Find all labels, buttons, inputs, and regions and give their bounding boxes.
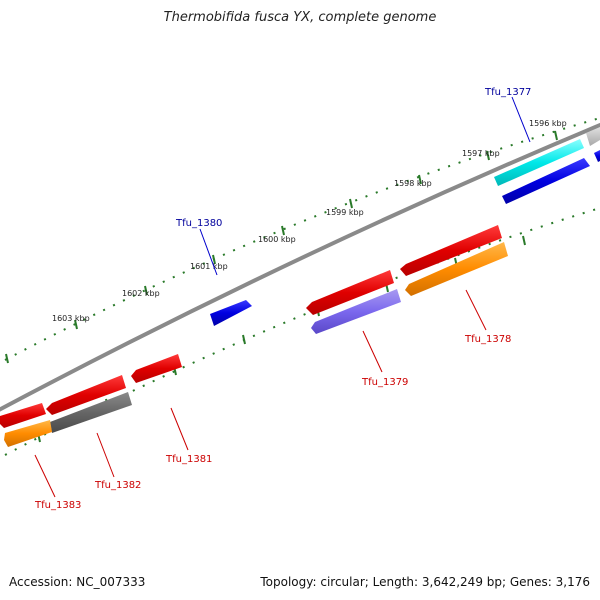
gene-feature-1381[interactable] xyxy=(131,354,182,383)
gene-label-tfu-1377[interactable]: Tfu_1377 xyxy=(484,87,531,98)
scale-label-1603: 1603 kbp xyxy=(52,314,90,323)
gene-feature-1380[interactable] xyxy=(210,300,252,326)
gene-feature-1383-orange[interactable] xyxy=(4,420,52,447)
scale-label-1596: 1596 kbp xyxy=(529,119,567,128)
scale-label-1601: 1601 kbp xyxy=(190,262,228,271)
genome-backbone xyxy=(0,122,600,412)
gene-feature-1383-red[interactable] xyxy=(0,403,46,428)
gene-feature-1377-blue[interactable] xyxy=(502,158,590,204)
gene-feature-1378-orange[interactable] xyxy=(405,242,508,296)
gene-feature-1382-grey[interactable] xyxy=(50,392,132,433)
gene-feature-1379-red[interactable] xyxy=(306,270,394,315)
scale-label-1597: 1597 kbp xyxy=(462,149,500,158)
scale-labels: 1596 kbp 1597 kbp 1598 kbp 1599 kbp 1600… xyxy=(52,119,567,323)
accession-text: Accession: NC_007333 xyxy=(9,575,146,589)
scale-label-1600: 1600 kbp xyxy=(258,235,296,244)
gene-label-tfu-1380[interactable]: Tfu_1380 xyxy=(175,218,222,229)
scale-label-1598: 1598 kbp xyxy=(394,179,432,188)
reverse-strand-genes xyxy=(0,225,508,447)
gene-feature-1379-violet[interactable] xyxy=(311,289,401,334)
scale-label-1599: 1599 kbp xyxy=(326,208,364,217)
gene-feature-1377-cyan[interactable] xyxy=(494,139,584,186)
gene-label-tfu-1381[interactable]: Tfu_1381 xyxy=(165,454,212,465)
gene-label-tfu-1379[interactable]: Tfu_1379 xyxy=(361,377,408,388)
gene-feature-grey-edge[interactable] xyxy=(586,127,600,146)
gene-feature-1378-red[interactable] xyxy=(400,225,502,276)
gene-labels: Tfu_1377 Tfu_1378 Tfu_1379 Tfu_1380 Tfu_… xyxy=(34,87,531,511)
gene-feature-blue-edge[interactable] xyxy=(594,150,600,162)
callout-lines xyxy=(34,96,531,498)
outer-tick-row xyxy=(4,117,600,364)
gene-label-tfu-1383[interactable]: Tfu_1383 xyxy=(34,500,81,511)
topology-summary: Topology: circular; Length: 3,642,249 bp… xyxy=(260,575,590,589)
map-title: Thermobifida fusca YX, complete genome xyxy=(163,10,437,25)
gene-label-tfu-1378[interactable]: Tfu_1378 xyxy=(464,334,511,345)
gene-feature-1382-red[interactable] xyxy=(46,375,126,415)
forward-strand-genes xyxy=(210,127,600,326)
gene-label-tfu-1382[interactable]: Tfu_1382 xyxy=(94,480,141,491)
scale-label-1602: 1602 kbp xyxy=(122,289,160,298)
